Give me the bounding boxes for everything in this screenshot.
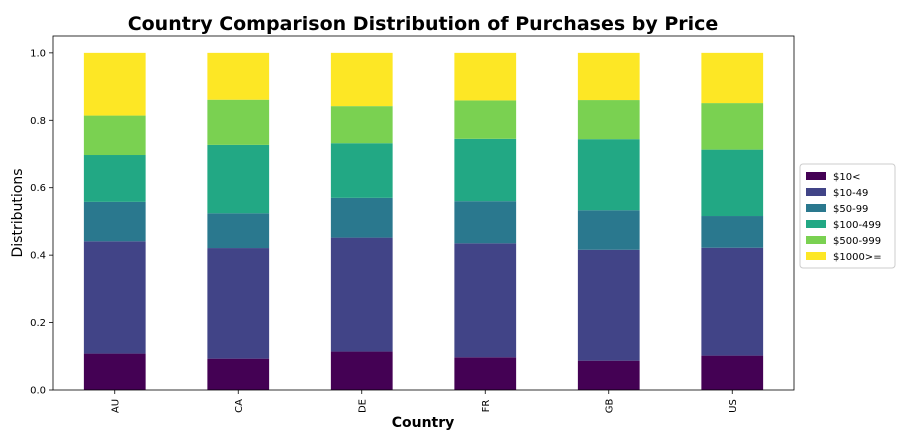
bar-gb-series-5 bbox=[577, 52, 640, 101]
bar-us-series-5 bbox=[701, 52, 764, 104]
x-axis-label: Country bbox=[392, 415, 455, 431]
bar-fr-series-5 bbox=[454, 52, 517, 101]
plot-area: AU CA DE FR GB US 0.0 0.2 0.4 0.6 0.8 1.0 bbox=[30, 35, 795, 414]
bar-gb-series-3 bbox=[577, 139, 640, 211]
bar-fr-series-4 bbox=[454, 100, 517, 139]
legend-label: $50-99 bbox=[833, 204, 868, 215]
x-tick-label: GB bbox=[604, 399, 615, 414]
bar-us-series-2 bbox=[701, 216, 764, 248]
y-tick-label: 0.6 bbox=[30, 183, 46, 194]
legend-swatch bbox=[806, 204, 826, 212]
bar-au-series-5 bbox=[83, 52, 146, 116]
legend: $10< $10-49 $50-99 $100-499 $500-999 $1000>= bbox=[799, 163, 896, 269]
bar-fr-series-2 bbox=[454, 201, 517, 244]
bar-fr-series-1 bbox=[454, 243, 517, 358]
bar-us-series-1 bbox=[701, 247, 764, 356]
legend-swatch bbox=[806, 252, 826, 260]
legend-swatch bbox=[806, 220, 826, 228]
bar-fr-series-3 bbox=[454, 138, 517, 202]
bar-gb-series-2 bbox=[577, 210, 640, 250]
bar-ca-series-2 bbox=[207, 213, 270, 249]
bar-fr-series-0 bbox=[454, 357, 517, 390]
x-tick-label: FR bbox=[481, 400, 492, 413]
bar-us-series-3 bbox=[701, 149, 764, 217]
bar-au-series-3 bbox=[83, 155, 146, 202]
legend-swatch bbox=[806, 236, 826, 244]
y-tick-label: 0.2 bbox=[30, 318, 46, 329]
plot-frame bbox=[52, 35, 795, 391]
bar-au-series-4 bbox=[83, 115, 146, 156]
chart-title: Country Comparison Distribution of Purch… bbox=[128, 13, 719, 35]
bar-us-series-4 bbox=[701, 103, 764, 150]
x-tick-label: CA bbox=[234, 399, 245, 413]
y-axis-label: Distributions bbox=[10, 169, 26, 258]
bar-ca-series-5 bbox=[207, 52, 270, 100]
y-tick-label: 0.4 bbox=[30, 251, 46, 262]
bar-au-series-0 bbox=[83, 353, 146, 390]
x-tick-label: AU bbox=[110, 399, 121, 413]
bar-ca-series-0 bbox=[207, 358, 270, 390]
bar-de-series-2 bbox=[330, 197, 393, 238]
bar-ca-series-3 bbox=[207, 144, 270, 214]
y-tick-label: 1.0 bbox=[30, 48, 46, 59]
bar-de-series-5 bbox=[330, 52, 393, 107]
legend-label: $500-999 bbox=[833, 236, 881, 247]
legend-label: $100-499 bbox=[833, 220, 881, 231]
x-tick-label: US bbox=[728, 399, 739, 413]
bar-de-series-3 bbox=[330, 143, 393, 198]
bar-gb-series-0 bbox=[577, 360, 640, 390]
legend-label: $10< bbox=[833, 172, 860, 183]
legend-swatch bbox=[806, 188, 826, 196]
bar-au-series-2 bbox=[83, 201, 146, 242]
bar-ca-series-1 bbox=[207, 248, 270, 359]
legend-label: $10-49 bbox=[833, 188, 868, 199]
bar-gb-series-1 bbox=[577, 249, 640, 361]
y-tick-label: 0.0 bbox=[30, 386, 46, 397]
bar-de-series-1 bbox=[330, 237, 393, 352]
y-tick-label: 0.8 bbox=[30, 116, 46, 127]
legend-swatch bbox=[806, 172, 826, 180]
bar-au-series-1 bbox=[83, 241, 146, 354]
x-tick-label: DE bbox=[357, 399, 368, 413]
bar-de-series-4 bbox=[330, 106, 393, 144]
legend-label: $1000>= bbox=[833, 252, 882, 263]
bar-ca-series-4 bbox=[207, 99, 270, 145]
bar-us-series-0 bbox=[701, 355, 764, 390]
bar-de-series-0 bbox=[330, 351, 393, 390]
bar-gb-series-4 bbox=[577, 100, 640, 140]
